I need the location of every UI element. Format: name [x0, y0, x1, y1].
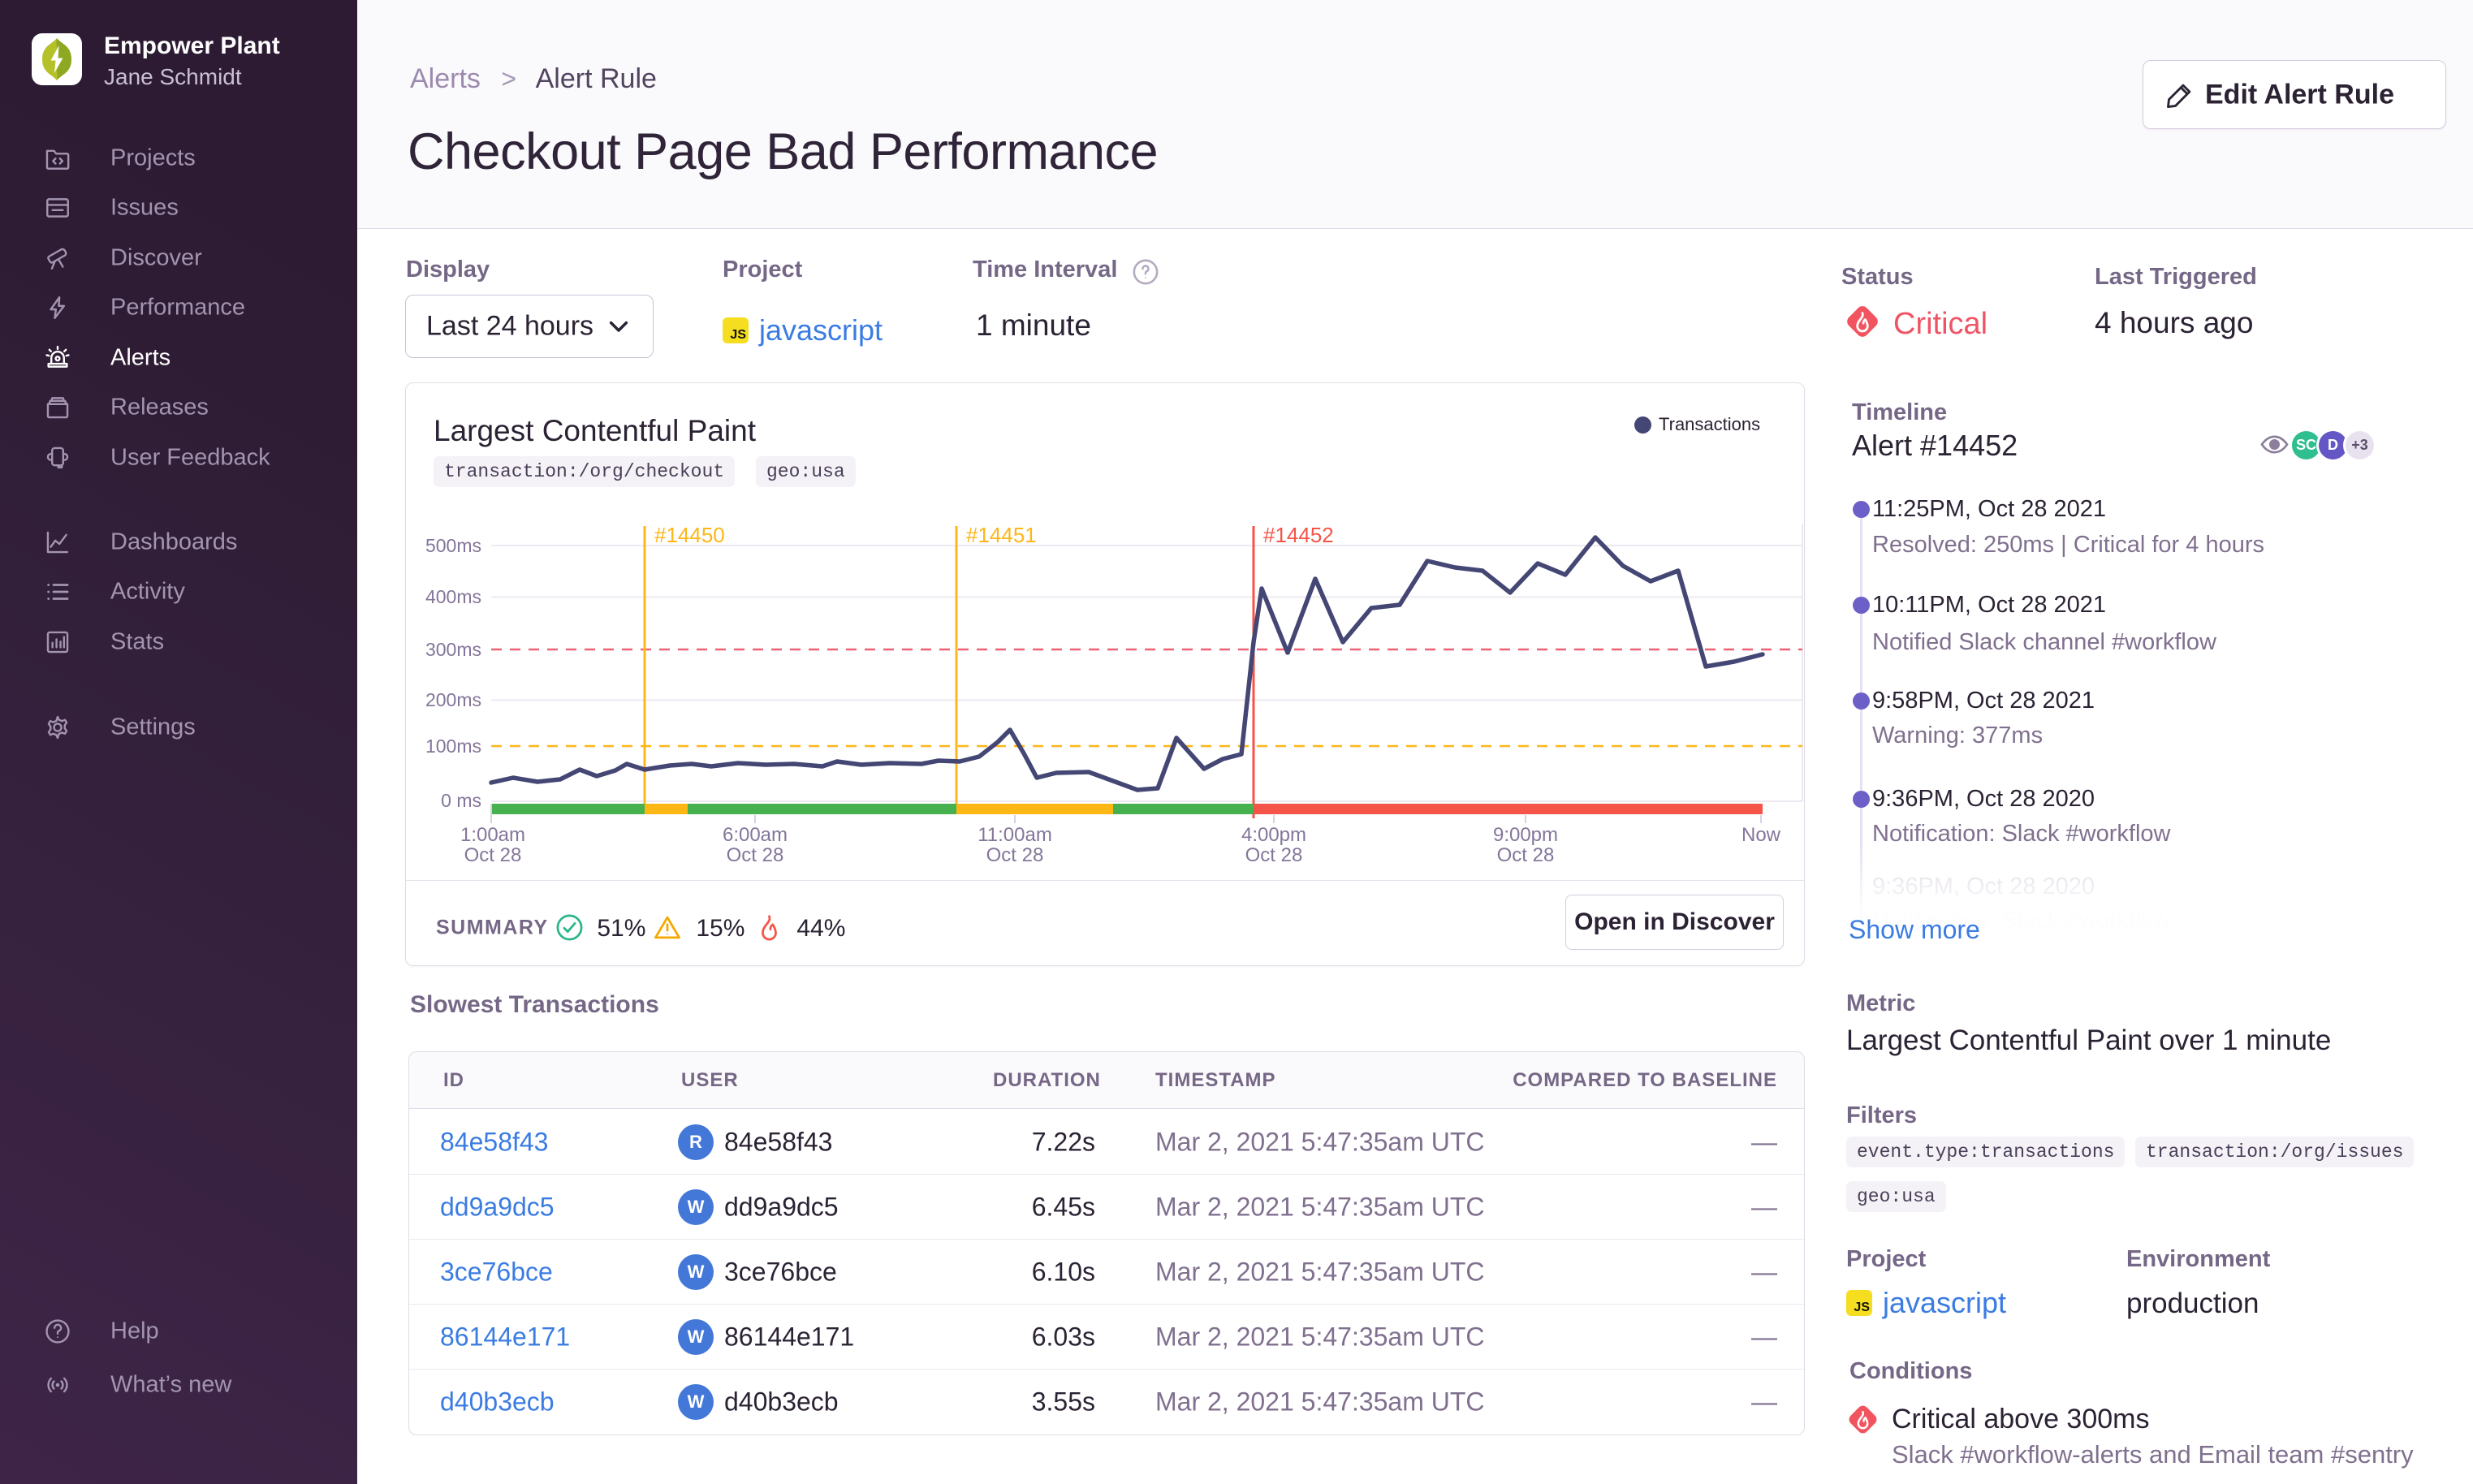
svg-text:4:00pm: 4:00pm: [1241, 824, 1306, 846]
svg-text:Oct 28: Oct 28: [464, 844, 522, 866]
svg-text:1:00am: 1:00am: [460, 824, 525, 846]
svg-text:Now: Now: [1741, 824, 1781, 846]
svg-text:400ms: 400ms: [425, 586, 481, 607]
svg-text:200ms: 200ms: [425, 689, 481, 710]
svg-text:11:00am: 11:00am: [978, 824, 1052, 846]
svg-text:100ms: 100ms: [425, 736, 481, 757]
svg-text:Oct 28: Oct 28: [1245, 844, 1303, 866]
svg-text:Oct 28: Oct 28: [727, 844, 784, 866]
svg-text:0 ms: 0 ms: [441, 790, 481, 811]
svg-text:500ms: 500ms: [425, 535, 481, 556]
svg-text:#14452: #14452: [1263, 523, 1334, 547]
svg-text:Oct 28: Oct 28: [986, 844, 1044, 866]
svg-text:#14451: #14451: [966, 523, 1037, 547]
svg-text:Oct 28: Oct 28: [1497, 844, 1555, 866]
svg-text:#14450: #14450: [654, 523, 725, 547]
svg-text:6:00am: 6:00am: [723, 824, 788, 846]
svg-text:300ms: 300ms: [425, 639, 481, 660]
svg-text:9:00pm: 9:00pm: [1493, 824, 1558, 846]
